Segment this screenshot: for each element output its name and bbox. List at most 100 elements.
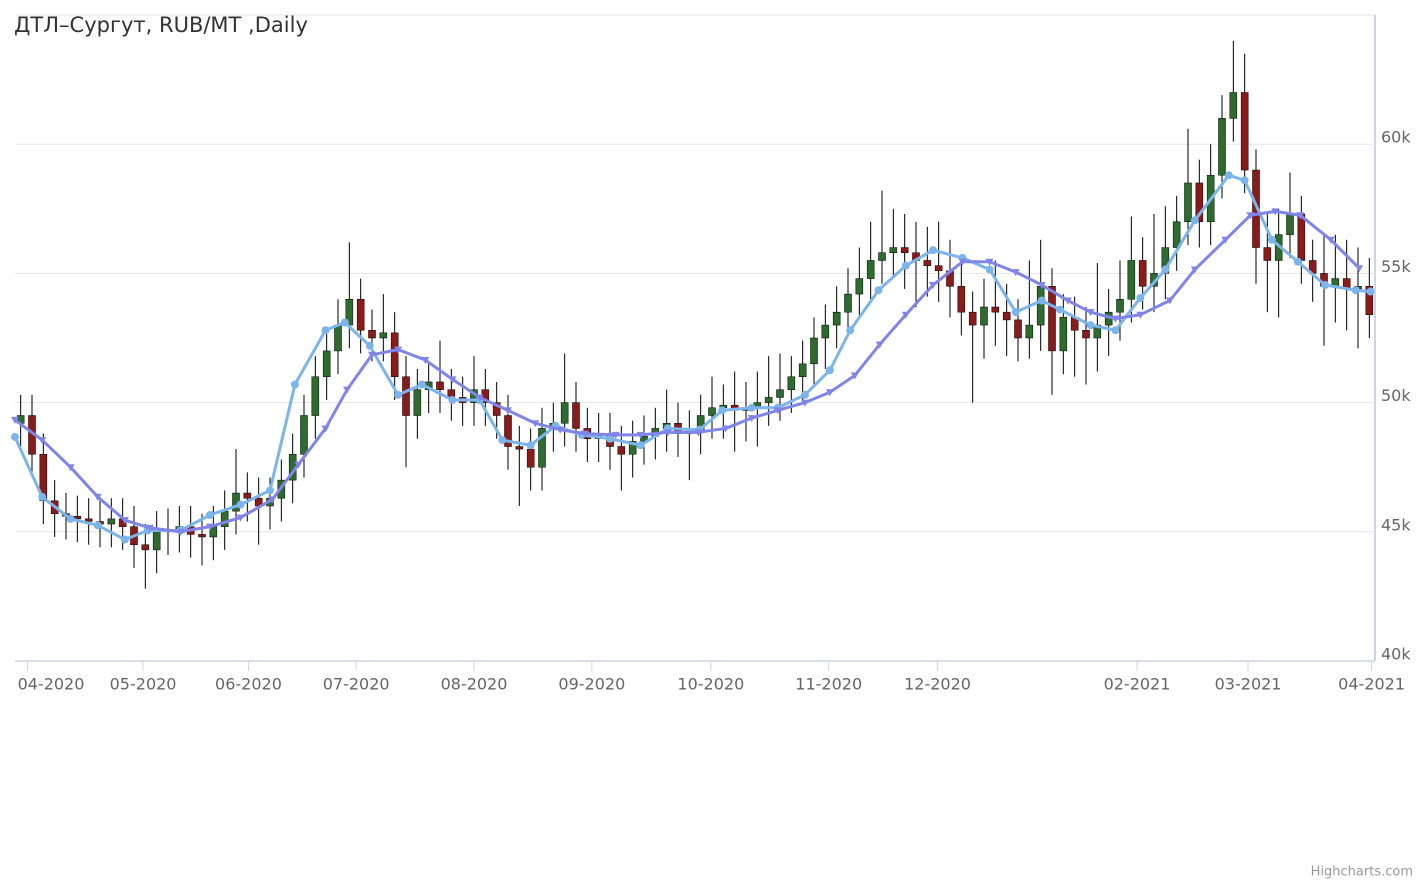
line-marker [1321, 281, 1330, 290]
line-marker [1055, 305, 1064, 314]
line-marker [1326, 236, 1335, 244]
candle-body [526, 448, 535, 468]
moving-average-line [14, 209, 1361, 534]
line-marker [66, 514, 75, 523]
candle-body [889, 247, 898, 253]
candle-body [1229, 92, 1238, 119]
line-marker [268, 496, 277, 504]
line-marker [1111, 315, 1120, 323]
line-marker [1351, 286, 1360, 295]
candle-body [844, 293, 852, 313]
x-tick-label: 05-2020 [110, 675, 177, 694]
line-marker [875, 341, 884, 349]
candle-body [855, 278, 864, 295]
candle-body [1048, 286, 1056, 352]
line-marker [663, 429, 672, 437]
candle-body [1240, 92, 1249, 171]
line-marker [1161, 265, 1170, 274]
line-marker [266, 486, 274, 495]
line-marker [531, 420, 540, 428]
line-marker [581, 430, 590, 438]
candle-body [390, 332, 399, 378]
line-marker [985, 258, 994, 266]
candle-body [900, 247, 909, 253]
candle-body [1014, 319, 1022, 339]
line-marker [417, 380, 426, 389]
candle-body [84, 518, 93, 522]
y-tick-label: 55k [1381, 257, 1411, 276]
line-marker [1136, 311, 1145, 319]
line-marker [1271, 208, 1280, 216]
line-marker [120, 535, 129, 544]
candle-body [821, 324, 830, 339]
line-marker [825, 366, 834, 375]
line-marker [421, 356, 430, 364]
x-tick-label: 03-2021 [1215, 675, 1282, 694]
candle-body [560, 402, 569, 424]
candle-body [1184, 182, 1192, 222]
candle-body [1365, 286, 1374, 315]
x-tick-label: 04-2021 [1338, 675, 1405, 694]
line-marker [394, 390, 403, 399]
candle-body [1025, 324, 1034, 339]
line-marker [294, 461, 303, 469]
line-marker [290, 380, 299, 389]
candle-body [980, 306, 988, 326]
line-marker [929, 246, 937, 255]
line-marker [504, 407, 512, 415]
line-marker [1011, 308, 1020, 317]
candle-body [334, 324, 342, 352]
candle-body [39, 454, 48, 502]
line-marker [1190, 266, 1199, 274]
candle-body [617, 446, 626, 455]
candle-body [640, 435, 648, 442]
candle-body [810, 337, 818, 365]
line-marker [526, 441, 535, 450]
candle-body [107, 518, 116, 525]
line-marker [901, 261, 910, 270]
line-marker [1293, 257, 1302, 266]
y-tick-label: 50k [1381, 386, 1411, 405]
y-tick-label: 45k [1381, 515, 1411, 534]
line-marker [1190, 216, 1199, 225]
line-marker [1240, 176, 1249, 185]
line-marker [343, 386, 352, 394]
candle-body [413, 389, 422, 416]
line-marker [448, 376, 457, 384]
credits: Highcharts.com [1311, 865, 1413, 880]
line-marker [850, 372, 859, 380]
line-marker [1221, 236, 1230, 244]
line-marker [11, 432, 19, 441]
candle-body [628, 441, 637, 455]
line-marker [1366, 287, 1375, 296]
y-tick-label: 60k [1381, 128, 1411, 147]
line-marker [394, 346, 403, 354]
x-tick-label: 07-2020 [323, 675, 390, 694]
candle-body [572, 402, 580, 429]
line-marker [145, 524, 154, 532]
candle-body [1195, 182, 1204, 222]
candle-body [1127, 260, 1136, 300]
line-marker [1136, 293, 1145, 302]
candle-body [878, 252, 886, 261]
line-marker [1296, 212, 1305, 220]
line-marker [718, 406, 727, 415]
candle-body [368, 329, 376, 339]
candle-body [1002, 311, 1011, 321]
candle-body [1059, 317, 1068, 352]
candle-body [787, 376, 796, 390]
line-marker [1355, 265, 1364, 273]
x-tick-label: 10-2020 [677, 675, 744, 694]
x-tick-label: 04-2020 [18, 675, 85, 694]
line-marker [475, 394, 484, 402]
line-marker [498, 436, 507, 445]
candle-body [198, 534, 206, 538]
candle-body [243, 492, 252, 499]
line-marker [321, 326, 330, 335]
x-tick-label: 12-2020 [904, 675, 971, 694]
line-marker [365, 341, 374, 350]
candle-body [957, 286, 966, 313]
x-tick-label: 06-2020 [215, 675, 282, 694]
line-marker [93, 493, 102, 501]
candle-body [402, 376, 410, 416]
